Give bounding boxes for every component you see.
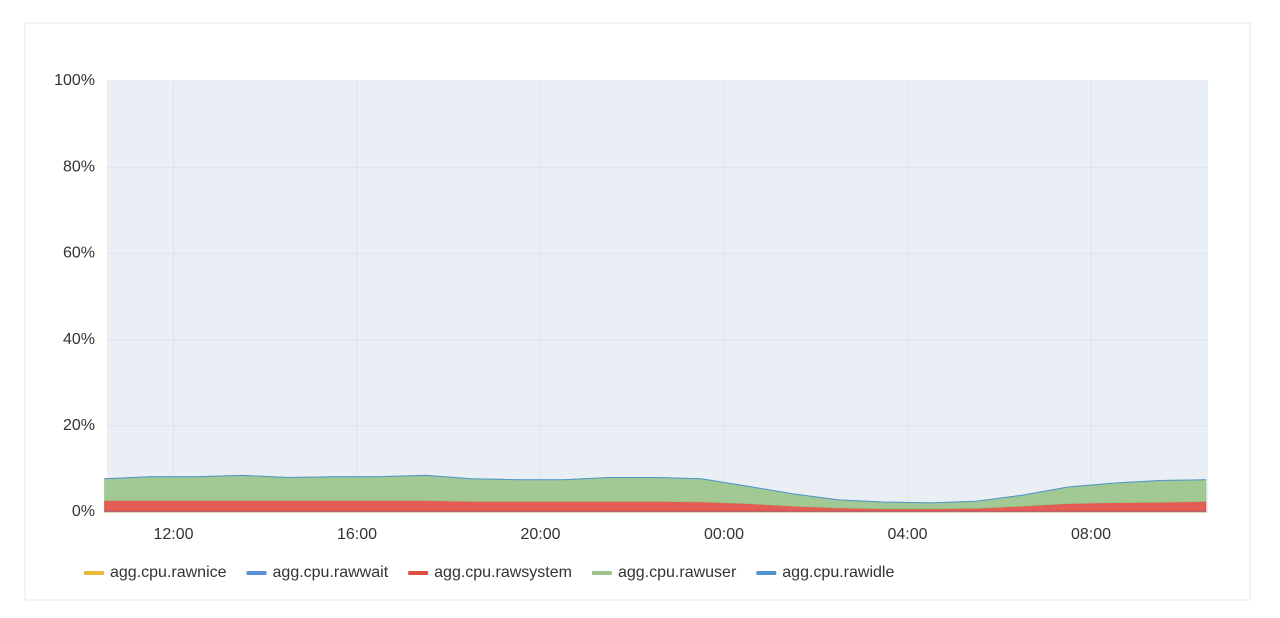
legend-label: agg.cpu.rawuser bbox=[618, 564, 737, 581]
legend-label: agg.cpu.rawwait bbox=[273, 564, 389, 581]
y-tick-label: 80% bbox=[63, 158, 95, 175]
y-tick-label: 0% bbox=[72, 503, 95, 520]
legend-swatch bbox=[84, 571, 104, 575]
x-tick-label: 00:00 bbox=[704, 526, 744, 543]
x-tick-label: 08:00 bbox=[1071, 526, 1111, 543]
y-tick-label: 20% bbox=[63, 417, 95, 434]
x-tick-label: 04:00 bbox=[887, 526, 927, 543]
legend-label: agg.cpu.rawidle bbox=[782, 564, 894, 581]
x-tick-label: 16:00 bbox=[337, 526, 377, 543]
legend-label: agg.cpu.rawnice bbox=[110, 564, 227, 581]
x-tick-label: 12:00 bbox=[153, 526, 193, 543]
legend-swatch bbox=[756, 571, 777, 575]
plot-area bbox=[107, 81, 1208, 512]
y-tick-label: 60% bbox=[63, 245, 95, 262]
legend-swatch bbox=[591, 571, 612, 575]
x-tick-label: 20:00 bbox=[520, 526, 560, 543]
legend-label: agg.cpu.rawsystem bbox=[434, 564, 572, 581]
legend-swatch bbox=[246, 571, 267, 575]
area bbox=[104, 474, 1206, 504]
y-tick-label: 100% bbox=[54, 72, 95, 89]
legend-swatch bbox=[408, 571, 429, 575]
y-tick-label: 40% bbox=[63, 331, 95, 348]
